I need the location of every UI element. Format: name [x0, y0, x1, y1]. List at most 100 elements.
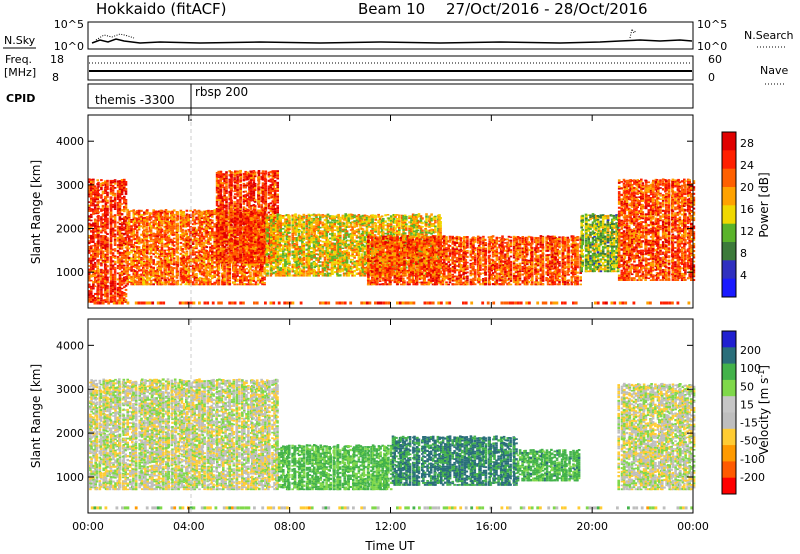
data-cell — [288, 262, 291, 265]
data-cell — [88, 290, 91, 293]
data-cell — [264, 198, 268, 201]
data-cell — [127, 268, 131, 271]
data-cell — [263, 174, 267, 177]
data-cell — [257, 245, 261, 248]
data-cell — [239, 186, 242, 188]
data-cell — [101, 227, 105, 230]
data-cell — [126, 247, 129, 250]
data-cell — [103, 242, 107, 245]
data-cell — [93, 254, 97, 257]
data-cell — [195, 278, 198, 280]
data-cell — [272, 266, 275, 268]
data-cell — [92, 252, 95, 254]
data-cell — [120, 256, 124, 259]
data-cell — [236, 238, 239, 241]
data-cell — [249, 273, 252, 276]
data-cell — [195, 256, 198, 259]
data-cell — [279, 220, 282, 223]
data-cell — [109, 183, 113, 185]
data-cell — [93, 189, 97, 192]
data-cell — [217, 272, 221, 274]
data-cell — [146, 241, 149, 244]
data-cell — [113, 222, 117, 224]
data-cell — [250, 261, 253, 264]
data-cell — [149, 270, 153, 272]
data-cell — [97, 189, 100, 192]
data-cell — [195, 264, 198, 267]
data-cell — [101, 286, 105, 289]
data-cell — [90, 260, 93, 263]
data-cell — [92, 191, 95, 194]
data-cell — [109, 242, 113, 245]
data-cell — [113, 238, 117, 241]
data-cell — [126, 226, 129, 229]
data-cell — [234, 261, 237, 264]
data-cell — [106, 296, 109, 299]
data-cell — [272, 271, 275, 275]
data-cell — [113, 299, 117, 301]
data-cell — [160, 261, 164, 265]
data-cell — [104, 257, 108, 261]
data-cell — [143, 250, 146, 253]
data-cell — [101, 204, 105, 208]
data-cell — [189, 209, 192, 212]
data-cell — [253, 189, 257, 191]
data-cell — [239, 216, 242, 219]
data-cell — [92, 287, 95, 290]
data-cell — [134, 259, 137, 262]
data-cell — [118, 193, 122, 195]
data-cell — [90, 274, 93, 276]
data-cell — [279, 259, 282, 261]
data-cell — [106, 188, 109, 190]
data-cell — [253, 227, 257, 230]
data-cell — [234, 202, 237, 206]
data-cell — [195, 232, 198, 235]
data-cell — [124, 277, 128, 280]
data-cell — [230, 209, 233, 213]
data-cell — [104, 238, 108, 240]
data-cell — [213, 211, 216, 214]
data-cell — [219, 170, 223, 173]
data-cell — [253, 225, 257, 228]
data-cell — [234, 241, 237, 245]
data-cell — [109, 227, 113, 229]
data-cell — [137, 246, 141, 249]
data-cell — [230, 238, 233, 240]
data-cell — [257, 182, 261, 185]
data-cell — [163, 249, 167, 252]
data-cell — [279, 255, 282, 257]
data-cell — [195, 210, 198, 213]
data-cell — [92, 248, 95, 251]
data-cell — [257, 205, 261, 208]
data-cell — [123, 268, 126, 271]
data-cell — [127, 259, 131, 261]
data-cell — [137, 257, 141, 260]
data-cell — [273, 216, 277, 219]
data-cell — [143, 272, 146, 275]
data-cell — [106, 245, 109, 248]
data-cell — [92, 189, 95, 192]
data-cell — [140, 269, 143, 272]
data-cell — [160, 224, 164, 227]
data-cell — [113, 218, 117, 221]
data-cell — [118, 288, 122, 290]
data-cell — [193, 226, 197, 229]
data-cell — [234, 238, 237, 240]
data-cell — [116, 295, 120, 298]
data-cell — [185, 209, 189, 212]
data-cell — [137, 279, 141, 282]
data-cell — [176, 274, 179, 277]
data-cell — [253, 186, 257, 190]
data-cell — [90, 279, 93, 282]
data-cell — [100, 280, 103, 283]
freq-label-line2: [MHz] — [4, 66, 36, 79]
data-cell — [100, 299, 103, 302]
data-cell — [211, 271, 214, 274]
data-cell — [149, 229, 153, 232]
data-cell — [97, 192, 100, 195]
data-cell — [97, 185, 100, 188]
data-cell — [116, 239, 120, 242]
data-cell — [92, 208, 95, 211]
data-cell — [88, 245, 91, 248]
data-cell — [276, 181, 279, 185]
